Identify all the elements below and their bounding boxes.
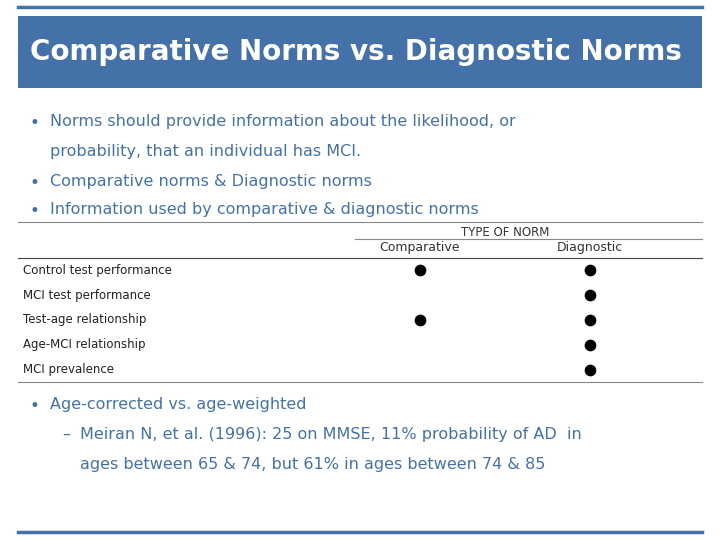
Text: Age-MCI relationship: Age-MCI relationship <box>23 338 145 352</box>
Text: •: • <box>30 202 40 220</box>
Point <box>584 316 595 325</box>
Point <box>414 316 426 325</box>
Text: Comparative Norms vs. Diagnostic Norms: Comparative Norms vs. Diagnostic Norms <box>30 38 682 66</box>
Text: Diagnostic: Diagnostic <box>557 241 623 254</box>
Text: •: • <box>30 114 40 132</box>
Point <box>584 365 595 374</box>
Text: probability, that an individual has MCI.: probability, that an individual has MCI. <box>50 144 361 159</box>
Text: Information used by comparative & diagnostic norms: Information used by comparative & diagno… <box>50 202 479 217</box>
Text: Age-corrected vs. age-weighted: Age-corrected vs. age-weighted <box>50 397 307 412</box>
Text: Meiran N, et al. (1996): 25 on MMSE, 11% probability of AD  in: Meiran N, et al. (1996): 25 on MMSE, 11%… <box>80 427 582 442</box>
Text: •: • <box>30 174 40 192</box>
Text: TYPE OF NORM: TYPE OF NORM <box>461 226 549 239</box>
Point <box>414 266 426 275</box>
Text: Norms should provide information about the likelihood, or: Norms should provide information about t… <box>50 114 516 129</box>
Text: Comparative norms & Diagnostic norms: Comparative norms & Diagnostic norms <box>50 174 372 189</box>
Text: ages between 65 & 74, but 61% in ages between 74 & 85: ages between 65 & 74, but 61% in ages be… <box>80 457 545 472</box>
Text: MCI test performance: MCI test performance <box>23 289 150 302</box>
Text: Control test performance: Control test performance <box>23 264 172 277</box>
FancyBboxPatch shape <box>18 16 702 88</box>
Text: •: • <box>30 397 40 415</box>
Text: Comparative: Comparative <box>379 241 460 254</box>
Text: Test-age relationship: Test-age relationship <box>23 314 146 327</box>
Point <box>584 291 595 300</box>
Text: MCI prevalence: MCI prevalence <box>23 363 114 376</box>
Point <box>584 341 595 349</box>
Text: –: – <box>62 427 70 442</box>
Point <box>584 266 595 275</box>
